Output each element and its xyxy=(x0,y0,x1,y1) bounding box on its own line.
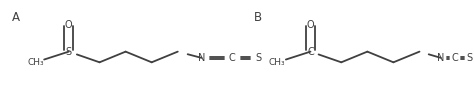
Text: B: B xyxy=(254,11,262,24)
Text: C: C xyxy=(307,47,314,57)
Text: S: S xyxy=(466,53,472,63)
Text: N: N xyxy=(198,53,205,63)
Text: N: N xyxy=(437,53,445,63)
Text: C: C xyxy=(229,53,236,63)
Text: S: S xyxy=(66,47,72,57)
Text: O: O xyxy=(65,20,73,30)
Text: A: A xyxy=(12,11,20,24)
Text: O: O xyxy=(307,20,314,30)
Text: C: C xyxy=(452,53,458,63)
Text: CH₃: CH₃ xyxy=(27,58,44,67)
Text: S: S xyxy=(255,53,261,63)
Text: CH₃: CH₃ xyxy=(269,58,286,67)
